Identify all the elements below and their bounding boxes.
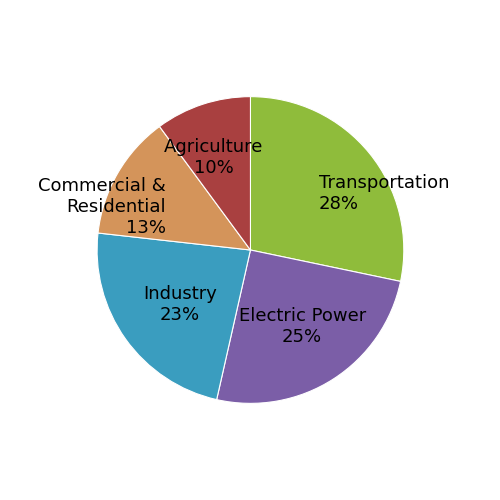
Text: Agriculture
10%: Agriculture 10% xyxy=(164,138,264,176)
Text: Electric Power
25%: Electric Power 25% xyxy=(238,306,366,346)
Text: Transportation
28%: Transportation 28% xyxy=(319,174,450,212)
Wedge shape xyxy=(160,96,250,250)
Wedge shape xyxy=(97,233,250,400)
Text: Commercial &
Residential
13%: Commercial & Residential 13% xyxy=(38,177,166,236)
Wedge shape xyxy=(216,250,400,404)
Text: Industry
23%: Industry 23% xyxy=(143,285,217,324)
Wedge shape xyxy=(98,126,250,250)
Wedge shape xyxy=(250,96,404,282)
